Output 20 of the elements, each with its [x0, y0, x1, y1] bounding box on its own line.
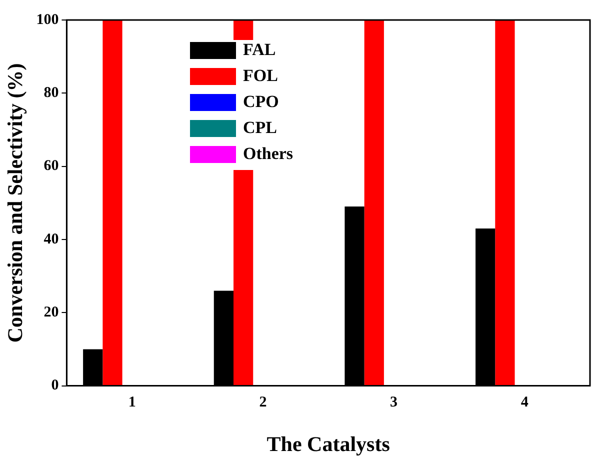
x-tick-label: 3 — [390, 394, 398, 411]
legend-label: CPL — [243, 118, 277, 138]
y-tick-label: 0 — [51, 378, 59, 394]
legend-label: Others — [243, 144, 294, 164]
y-tick-label: 80 — [44, 85, 59, 102]
y-tick-label: 20 — [44, 304, 59, 321]
x-axis-title: The Catalysts — [266, 432, 390, 456]
bar — [495, 20, 515, 386]
y-tick-label: 40 — [44, 231, 59, 248]
legend-label: FAL — [243, 40, 276, 60]
bar — [364, 20, 384, 386]
y-tick-label: 100 — [36, 12, 59, 28]
x-tick-label: 2 — [259, 394, 267, 411]
y-axis-title: Conversion and Selectivity (%) — [3, 63, 28, 343]
bar — [102, 20, 122, 386]
x-tick-label: 4 — [520, 394, 529, 411]
y-tick-label: 60 — [44, 158, 59, 174]
legend-label: FOL — [243, 66, 278, 86]
legend-label: CPO — [243, 92, 279, 112]
x-tick-label: 1 — [128, 394, 136, 411]
